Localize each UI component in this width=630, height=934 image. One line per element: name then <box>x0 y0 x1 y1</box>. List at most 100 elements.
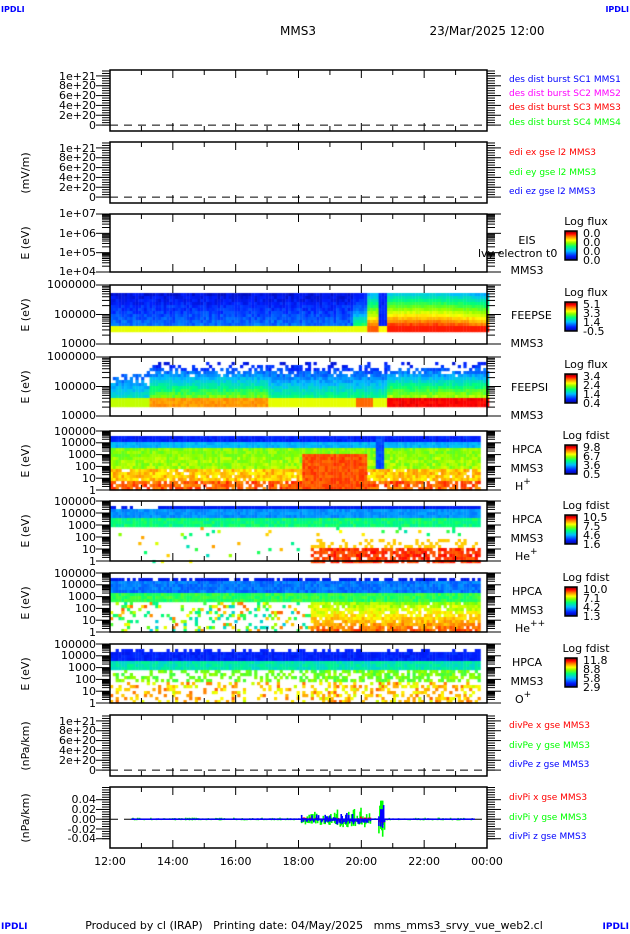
y-axis-label: E (eV) <box>19 297 32 332</box>
panel-hpca-he2 <box>96 572 578 633</box>
y-tick-label: 1000 <box>68 448 96 462</box>
y-tick-label: 1 <box>89 554 96 568</box>
colorbar-cell <box>565 538 577 540</box>
colorbar-cell <box>565 241 577 243</box>
panel-divpi <box>96 786 501 849</box>
legend-entry: divPe z gse MMS3 <box>509 759 590 770</box>
colorbar-cell <box>565 394 577 396</box>
colorbar-tick-label: 10.0 <box>583 582 608 596</box>
colorbar-cell <box>565 471 577 473</box>
y-tick-label: 10000 <box>61 409 96 423</box>
colorbar-cell <box>565 395 577 397</box>
y-tick-label: 10 <box>82 471 96 485</box>
x-tick-label: 16:00 <box>219 855 252 869</box>
colorbar-cell <box>565 328 577 330</box>
y-axis-label: E (eV) <box>19 514 32 548</box>
colorbar-cell <box>565 537 577 539</box>
colorbar-title: Log fdist <box>562 499 610 513</box>
y-axis-label: (mV/m) <box>19 151 32 194</box>
colorbar-cell <box>565 533 577 535</box>
y-tick-label: 1000 <box>68 518 96 532</box>
y-tick-label: 8e+20 <box>59 79 96 93</box>
colorbar-cell <box>565 252 577 254</box>
colorbar-cell <box>565 472 577 474</box>
colorbar-cell <box>565 393 577 395</box>
colorbar-title: Log fdist <box>562 571 610 585</box>
colorbar-cell <box>565 244 577 246</box>
colorbar-cell <box>565 600 577 602</box>
colorbar-cell <box>565 525 577 527</box>
colorbar-cell <box>565 596 577 598</box>
panel-frame <box>109 69 488 132</box>
x-tick-label: 22:00 <box>408 855 441 869</box>
colorbar-cell <box>565 523 577 525</box>
colorbar-tick-label: 1.4 <box>583 315 601 329</box>
y-tick-label: -0.02 <box>67 822 96 836</box>
colorbar-tick-label: 4.2 <box>583 600 601 614</box>
colorbar-tick-label: 8.8 <box>583 662 601 676</box>
colorbar-cell <box>565 453 577 455</box>
colorbar-cell <box>565 380 577 382</box>
colorbar-tick-label: 2.9 <box>583 680 601 694</box>
colorbar-cell <box>565 660 577 662</box>
colorbar-cell <box>565 324 577 326</box>
colorbar-tick-label: 1.3 <box>583 609 601 623</box>
colorbar-frame <box>564 301 578 332</box>
colorbar-frame <box>564 373 578 404</box>
colorbar-tick-label: 11.8 <box>583 653 608 667</box>
y-tick-label: 1e+21 <box>59 69 96 83</box>
colorbar-cell <box>565 517 577 519</box>
panel-hpca-he1 <box>96 500 578 562</box>
legend-entry: des dist burst SC2 MMS2 <box>509 88 621 99</box>
colorbar-cell <box>565 452 577 454</box>
colorbar-cell <box>565 468 577 470</box>
y-tick-label: 0.02 <box>71 803 97 817</box>
colorbar-tick-label: 0.0 <box>583 253 601 267</box>
y-tick-label: 100000 <box>54 494 96 508</box>
colorbar-cell <box>565 316 577 318</box>
legend-entry: edi ex gse l2 MMS3 <box>509 147 597 158</box>
colorbar-cell <box>565 308 577 310</box>
colorbar-cell <box>565 385 577 387</box>
panel-hpca-h <box>96 430 578 491</box>
colorbar-tick-label: 0.5 <box>583 467 601 481</box>
colorbar-cell <box>565 595 577 597</box>
colorbar-cell <box>565 609 577 611</box>
colorbar-cell <box>565 665 577 667</box>
colorbar-cell <box>565 671 577 673</box>
colorbar-tick-label: 0.4 <box>583 396 601 410</box>
colorbar-cell <box>565 451 577 453</box>
colorbar-title: Log flux <box>564 215 608 229</box>
legend-entry: divPe y gse MMS3 <box>509 740 590 751</box>
colorbar-tick-label: 4.6 <box>583 528 601 542</box>
y-tick-label: 0 <box>89 190 96 204</box>
y-tick-label: 8e+20 <box>59 724 96 738</box>
y-tick-label: 10000 <box>61 436 96 450</box>
colorbar-cell <box>565 675 577 677</box>
colorbar-cell <box>565 460 577 462</box>
colorbar-cell <box>565 680 577 682</box>
colorbar-cell <box>565 376 577 378</box>
panel-frame <box>109 643 488 704</box>
colorbar-cell <box>565 536 577 538</box>
colorbar-cell <box>565 662 577 664</box>
y-tick-label: -0.04 <box>67 832 96 846</box>
colorbar-cell <box>565 459 577 461</box>
legend-entry: des dist burst SC4 MMS4 <box>509 117 621 128</box>
colorbar-cell <box>565 540 577 542</box>
colorbar-cell <box>565 306 577 308</box>
colorbar-cell <box>565 378 577 380</box>
colorbar-cell <box>565 672 577 674</box>
colorbar-tick-label: 3.4 <box>583 369 601 383</box>
colorbar-title: Log fdist <box>562 429 610 443</box>
colorbar-cell <box>565 251 577 253</box>
colorbar-cell <box>565 392 577 394</box>
spacecraft-label: MMS3 <box>510 337 544 351</box>
colorbar-cell <box>565 590 577 592</box>
spacecraft-label: MMS3 <box>510 462 544 476</box>
colorbar-cell <box>565 664 577 666</box>
colorbar-cell <box>565 253 577 255</box>
colorbar-cell <box>565 659 577 661</box>
colorbar-cell <box>565 248 577 250</box>
